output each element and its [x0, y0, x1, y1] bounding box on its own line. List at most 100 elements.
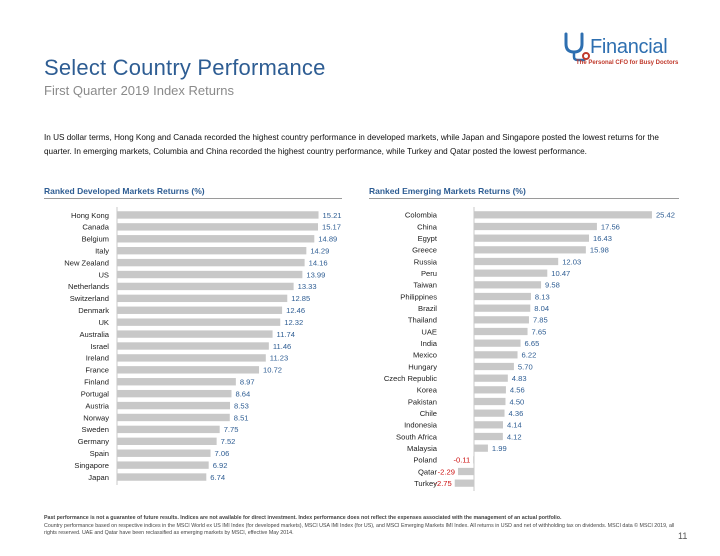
bar: [474, 339, 521, 347]
bar: [474, 397, 506, 406]
bar: [474, 444, 488, 452]
bar: [474, 281, 542, 289]
category-label: UK: [98, 318, 109, 327]
value-label: 8.51: [234, 413, 249, 422]
value-label: 13.33: [298, 282, 317, 291]
value-label: 15.17: [322, 223, 341, 232]
value-label: 12.03: [562, 257, 581, 266]
value-label: 16.43: [593, 234, 612, 243]
category-label: Chile: [420, 409, 437, 418]
bar: [117, 247, 307, 255]
bar: [474, 246, 586, 254]
value-label: 10.47: [551, 269, 570, 278]
emerging-chart-title: Ranked Emerging Markets Returns (%): [369, 186, 526, 196]
category-label: Finland: [84, 378, 109, 387]
value-label: 6.92: [213, 461, 228, 470]
bar: [117, 294, 288, 303]
bar: [117, 306, 283, 314]
bar: [117, 378, 236, 386]
category-label: France: [85, 366, 109, 375]
category-label: China: [417, 222, 438, 231]
category-label: Brazil: [418, 304, 437, 313]
bar: [474, 292, 531, 301]
category-label: Sweden: [82, 425, 109, 434]
value-label: 4.83: [512, 374, 527, 383]
bar: [117, 401, 231, 410]
value-label: 8.64: [235, 389, 250, 398]
value-label: 4.14: [507, 421, 522, 430]
bar: [474, 327, 528, 336]
bar: [474, 409, 505, 417]
category-label: Hungary: [408, 362, 437, 371]
category-label: Peru: [421, 269, 437, 278]
value-label: 8.53: [234, 401, 249, 410]
bar: [117, 473, 207, 481]
intro-paragraph: In US dollar terms, Hong Kong and Canada…: [44, 133, 659, 156]
bar: [117, 425, 220, 434]
bar: [474, 234, 590, 242]
logo-tagline: The Personal CFO for Busy Doctors: [576, 60, 679, 66]
category-label: Austria: [85, 401, 109, 410]
bar: [474, 432, 503, 441]
category-label: Qatar: [418, 467, 437, 476]
value-label: 14.29: [310, 246, 329, 255]
category-label: Ireland: [86, 354, 109, 363]
value-label: 10.72: [263, 366, 282, 375]
category-label: Greece: [412, 246, 437, 255]
bar: [117, 389, 232, 398]
value-label: 25.42: [656, 211, 675, 220]
bar: [117, 342, 269, 350]
bar: [474, 362, 514, 371]
value-label: -2.75: [434, 479, 451, 488]
bar: [474, 304, 531, 312]
bar: [117, 366, 260, 374]
bar: [454, 479, 474, 487]
category-label: Spain: [90, 449, 109, 458]
bar: [474, 211, 652, 219]
value-label: 12.85: [291, 294, 310, 303]
value-label: 12.46: [286, 306, 305, 315]
emerging-chart-rule: [369, 198, 679, 199]
value-label: 7.06: [215, 449, 230, 458]
bar: [117, 282, 294, 291]
bar: [117, 258, 305, 267]
bar: [474, 374, 508, 382]
category-label: Netherlands: [68, 282, 109, 291]
category-label: Australia: [79, 330, 109, 339]
bar: [474, 257, 559, 266]
category-label: Korea: [417, 386, 438, 395]
value-label: 7.65: [532, 327, 547, 336]
bar: [117, 223, 319, 231]
value-label: 14.16: [309, 258, 328, 267]
page-number: 11: [678, 531, 688, 541]
logo-text: Financial: [590, 36, 668, 58]
category-label: Taiwan: [413, 281, 437, 290]
category-label: New Zealand: [64, 258, 109, 267]
footnote: Past performance is not a guarantee of f…: [44, 515, 684, 538]
category-label: Poland: [413, 456, 437, 465]
value-label: 11.74: [277, 330, 295, 339]
bar: [117, 330, 273, 338]
value-label: 4.56: [510, 386, 525, 395]
category-label: Italy: [95, 246, 109, 255]
bar: [474, 386, 506, 394]
bar: [117, 413, 230, 422]
bar: [117, 235, 315, 243]
value-label: 15.98: [590, 246, 609, 255]
page-subtitle: First Quarter 2019 Index Returns: [44, 83, 235, 98]
bar: [117, 437, 217, 445]
bar: [473, 456, 474, 464]
bar: [474, 316, 529, 324]
footnote-text: Country performance based on respective …: [44, 522, 675, 537]
bar: [117, 318, 281, 326]
value-label: 7.52: [221, 437, 236, 446]
category-label: Denmark: [78, 306, 109, 315]
category-label: Singapore: [74, 461, 109, 470]
developed-chart-rule: [44, 198, 342, 199]
value-label: 11.46: [273, 342, 291, 351]
category-label: Hong Kong: [71, 211, 109, 220]
category-label: Turkey: [414, 479, 437, 488]
bar: [474, 351, 518, 359]
